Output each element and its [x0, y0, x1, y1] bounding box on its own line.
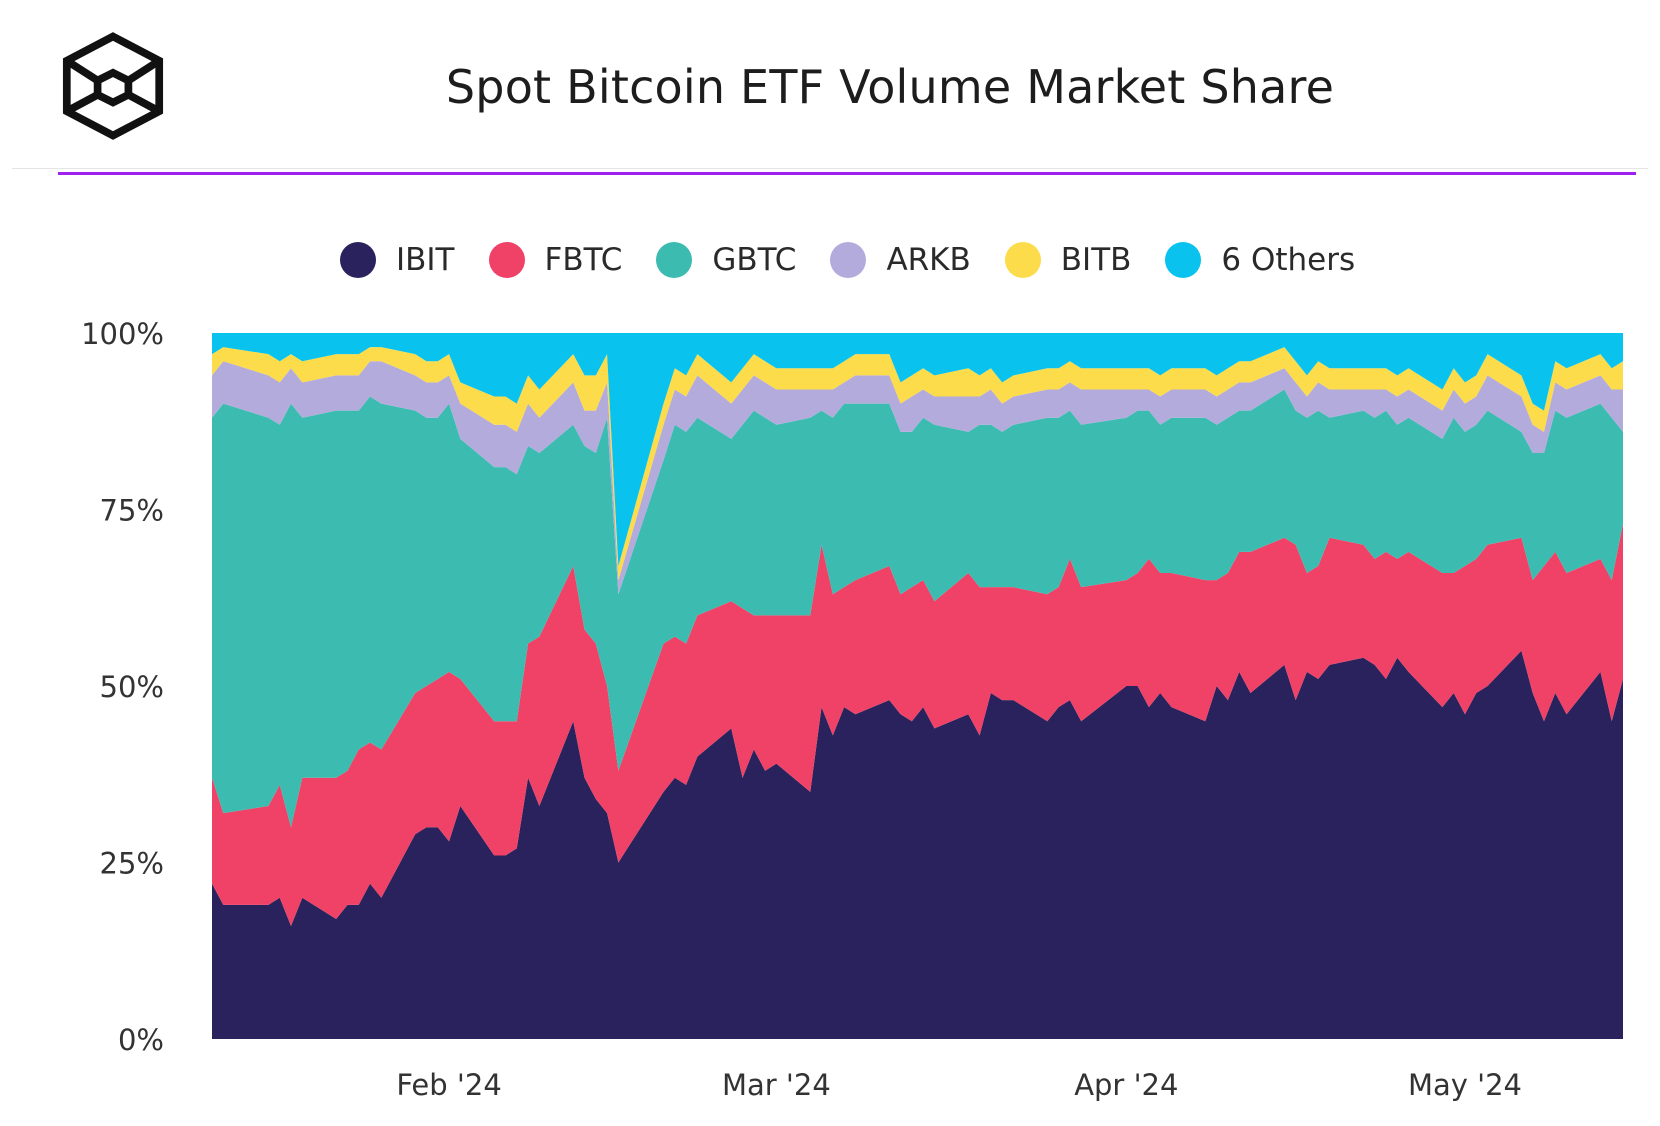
chart-title: Spot Bitcoin ETF Volume Market Share	[445, 60, 1335, 114]
legend-swatch	[1165, 242, 1202, 278]
legend-item[interactable]: FBTC	[488, 242, 623, 278]
legend-label: IBIT	[396, 242, 455, 278]
series-area-6-others	[212, 333, 1623, 566]
y-tick-label: 0%	[118, 1023, 164, 1057]
series-area-gbtc	[212, 389, 1623, 828]
legend-label: FBTC	[544, 242, 623, 278]
x-tick-label: Feb '24	[396, 1068, 501, 1102]
series-area-fbtc	[212, 523, 1623, 927]
legend-label: 6 Others	[1221, 242, 1356, 278]
legend-label: ARKB	[886, 242, 971, 278]
legend-swatch	[340, 242, 376, 278]
legend-item[interactable]: BITB	[1004, 242, 1132, 278]
chart-header: Spot Bitcoin ETF Volume Market Share	[0, 0, 1660, 175]
y-tick-label: 50%	[100, 670, 164, 704]
y-tick-label: 100%	[81, 317, 164, 351]
legend-label: GBTC	[712, 242, 797, 278]
legend-label: BITB	[1060, 242, 1132, 278]
cube-logo-icon	[62, 32, 164, 140]
legend-swatch	[488, 242, 525, 278]
legend-swatch	[656, 242, 693, 278]
legend-item[interactable]: ARKB	[830, 242, 971, 278]
series-area-ibit	[212, 650, 1623, 1039]
series-area-arkb	[212, 361, 1623, 595]
chart-legend: IBIT FBTC GBTC ARKB BITB 6 Others	[340, 236, 1389, 284]
x-tick-label: Mar '24	[722, 1068, 831, 1102]
header-divider	[12, 168, 1648, 169]
y-tick-label: 75%	[100, 494, 164, 528]
legend-swatch	[830, 242, 867, 278]
y-tick-label: 25%	[100, 847, 164, 881]
legend-item[interactable]: IBIT	[340, 242, 455, 278]
series-area-bitb	[212, 347, 1623, 581]
x-tick-label: Apr '24	[1074, 1068, 1178, 1102]
legend-swatch	[1004, 242, 1041, 278]
legend-item[interactable]: 6 Others	[1165, 242, 1355, 278]
x-tick-label: May '24	[1408, 1068, 1522, 1102]
legend-item[interactable]: GBTC	[656, 242, 796, 278]
header-accent-rule	[58, 172, 1636, 175]
